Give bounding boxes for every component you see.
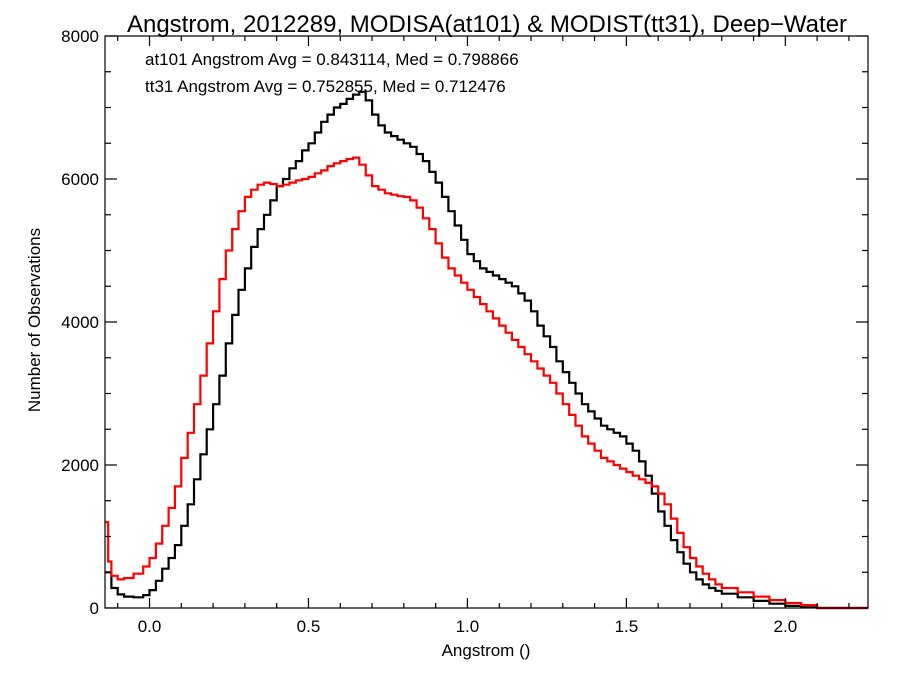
ticks-layer: 0.0 0.5 1.0 1.5 2.0 0 2000 4000 6000 8000 <box>61 27 868 636</box>
series-line-tt31 <box>105 156 868 610</box>
chart-title: Angstrom, 2012289, MODISA(at101) & MODIS… <box>127 11 847 38</box>
plot-frame <box>104 35 869 609</box>
y-tick-label: 8000 <box>61 27 99 46</box>
y-tick-label: 4000 <box>61 313 99 332</box>
y-tick-label: 2000 <box>61 456 99 475</box>
x-axis-label: Angstrom () <box>442 641 531 660</box>
annotation-tt31-stats: tt31 Angstrom Avg = 0.752855, Med = 0.71… <box>145 77 506 96</box>
series-layer <box>105 90 868 610</box>
y-tick-label: 0 <box>90 599 99 618</box>
x-tick-label: 1.5 <box>615 617 639 636</box>
series-line-at101 <box>105 90 868 610</box>
y-axis-label: Number of Observations <box>25 228 44 412</box>
x-tick-label: 0.5 <box>297 617 321 636</box>
x-tick-label: 2.0 <box>774 617 798 636</box>
y-tick-label: 6000 <box>61 170 99 189</box>
annotation-at101-stats: at101 Angstrom Avg = 0.843114, Med = 0.7… <box>145 50 519 69</box>
x-tick-label: 0.0 <box>138 617 162 636</box>
x-tick-label: 1.0 <box>456 617 480 636</box>
